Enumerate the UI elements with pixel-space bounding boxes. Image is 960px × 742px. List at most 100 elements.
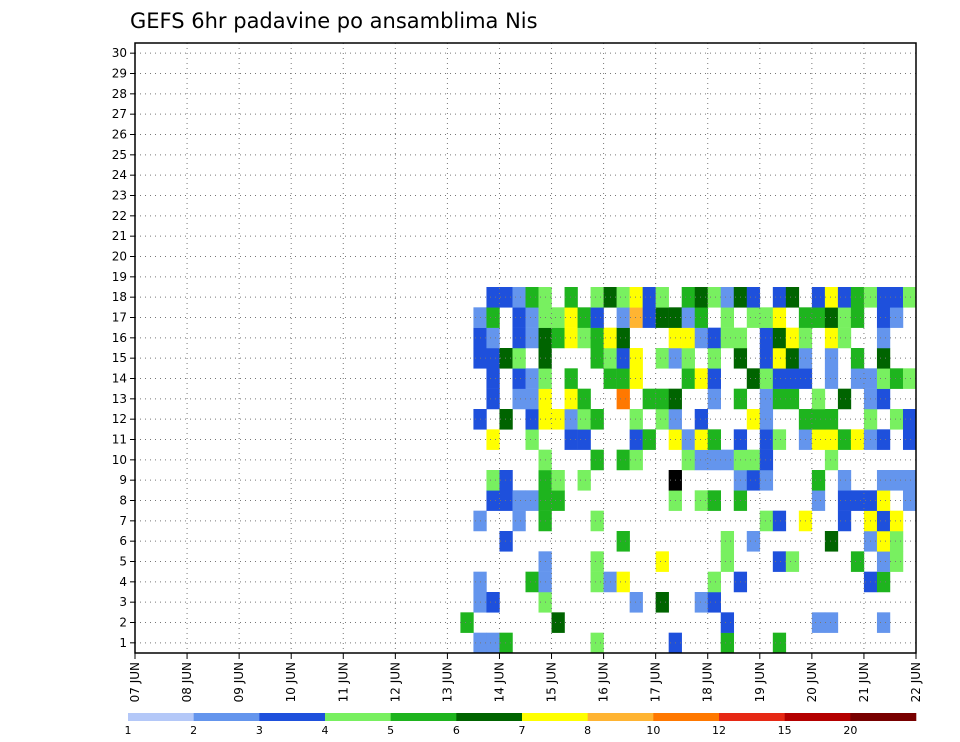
heatmap-cell xyxy=(824,348,839,369)
y-tick-label: 15 xyxy=(112,351,127,365)
heatmap-cell xyxy=(577,327,591,349)
y-tick-label: 12 xyxy=(112,412,127,426)
heatmap-cell xyxy=(629,348,643,369)
x-tick-label: 09 JUN xyxy=(232,662,246,702)
heatmap-cell xyxy=(720,449,735,471)
heatmap-cell xyxy=(629,592,643,613)
x-tick-label: 15 JUN xyxy=(545,662,559,702)
heatmap-cell xyxy=(824,307,839,328)
heatmap-cell xyxy=(525,287,539,308)
y-tick-label: 18 xyxy=(112,290,127,304)
heatmap-cell xyxy=(759,409,774,430)
heatmap-cell xyxy=(512,388,526,410)
heatmap-cell xyxy=(824,327,839,349)
heatmap-cell xyxy=(694,429,708,450)
heatmap-cell xyxy=(642,307,656,328)
heatmap-cell xyxy=(694,449,708,471)
heatmap-cell xyxy=(759,388,774,410)
heatmap-cell xyxy=(876,531,891,552)
heatmap-cell xyxy=(759,368,774,389)
y-tick-label: 21 xyxy=(112,229,127,243)
heatmap-cell xyxy=(499,348,513,369)
heatmap-cell xyxy=(785,551,800,572)
heatmap-cell xyxy=(785,348,800,369)
heatmap-cell xyxy=(512,490,526,511)
heatmap-cell xyxy=(876,368,891,389)
heatmap-cell xyxy=(850,368,865,389)
heatmap-cell xyxy=(564,409,578,430)
heatmap-cell xyxy=(655,551,669,572)
y-tick-label: 29 xyxy=(112,67,127,81)
y-tick-label: 26 xyxy=(112,128,127,142)
heatmap-cell xyxy=(616,368,630,389)
heatmap-cell xyxy=(902,287,917,308)
heatmap-cell xyxy=(720,307,735,328)
heatmap-cell xyxy=(564,429,578,450)
heatmap-cell xyxy=(850,287,865,308)
heatmap-cell xyxy=(824,409,839,430)
heatmap-cell xyxy=(616,327,630,349)
x-tick-label: 14 JUN xyxy=(492,662,506,702)
heatmap-cell xyxy=(876,571,891,593)
heatmap-cell xyxy=(616,388,630,410)
heatmap-cell xyxy=(707,490,721,511)
legend-label: 5 xyxy=(387,724,394,737)
heatmap-cell xyxy=(811,388,826,410)
heatmap-cell xyxy=(629,368,643,389)
y-tick-label: 20 xyxy=(112,250,127,264)
heatmap-cell xyxy=(811,287,826,308)
y-tick-label: 10 xyxy=(112,453,127,467)
x-tick-label: 19 JUN xyxy=(753,662,767,702)
heatmap-cell xyxy=(707,449,721,471)
x-tick-label: 08 JUN xyxy=(180,662,194,702)
heatmap-cell xyxy=(837,510,852,532)
y-tick-label: 13 xyxy=(112,392,127,406)
heatmap-cell xyxy=(525,368,539,389)
heatmap-cell xyxy=(616,287,630,308)
heatmap-cell xyxy=(564,327,578,349)
heatmap-cell xyxy=(811,490,826,511)
heatmap-cell xyxy=(551,409,565,430)
heatmap-cell xyxy=(785,368,800,389)
x-tick-label: 21 JUN xyxy=(857,662,871,702)
heatmap-cell xyxy=(889,510,904,532)
heatmap-cell xyxy=(486,490,500,511)
heatmap-cell xyxy=(590,348,604,369)
heatmap-cell xyxy=(551,327,565,349)
heatmap-cell xyxy=(512,307,526,328)
y-tick-label: 14 xyxy=(112,372,127,386)
heatmap-cell xyxy=(824,531,839,552)
heatmap-cell xyxy=(889,368,904,389)
y-tick-label: 11 xyxy=(112,433,127,447)
heatmap-cell xyxy=(486,307,500,328)
heatmap-cell xyxy=(577,429,591,450)
heatmap-cell xyxy=(499,409,513,430)
y-tick-label: 22 xyxy=(112,209,127,223)
heatmap-cell xyxy=(551,490,565,511)
heatmap-cell xyxy=(629,429,643,450)
heatmap-cell xyxy=(876,510,891,532)
heatmap-cell xyxy=(850,490,865,511)
heatmap-cell xyxy=(551,307,565,328)
heatmap-cell xyxy=(564,307,578,328)
heatmap-cell xyxy=(720,612,735,633)
heatmap-cell xyxy=(655,307,669,328)
legend-swatch xyxy=(719,713,785,721)
heatmap-cell xyxy=(512,327,526,349)
heatmap-cell xyxy=(512,510,526,532)
grid xyxy=(135,43,916,653)
heatmap-cell xyxy=(681,449,695,471)
y-tick-label: 19 xyxy=(112,270,127,284)
heatmap-cell xyxy=(577,409,591,430)
heatmap-cell xyxy=(590,571,604,593)
heatmap-cell xyxy=(564,388,578,410)
heatmap-cells xyxy=(460,287,917,654)
heatmap-cell xyxy=(551,612,565,633)
heatmap-cell xyxy=(811,429,826,450)
heatmap-cell xyxy=(642,388,656,410)
legend-label: 2 xyxy=(190,724,197,737)
heatmap-cell xyxy=(772,327,787,349)
heatmap-cell xyxy=(876,287,891,308)
heatmap-cell xyxy=(876,388,891,410)
x-axis: 07 JUN 08 JUN 09 JUN 10 JUN 11 JUN 12 JUN 13 J… xyxy=(128,653,923,702)
